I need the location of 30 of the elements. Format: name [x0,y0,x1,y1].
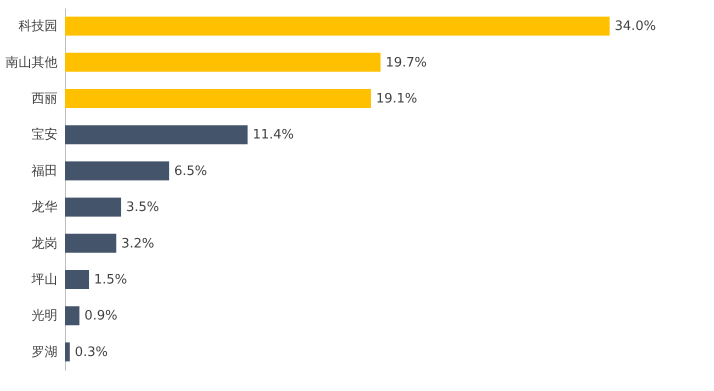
data-label: 34.0% [614,19,656,34]
bar [65,270,90,289]
data-label: 1.5% [94,272,128,288]
bar [65,89,371,108]
data-label: 0.3% [74,344,108,360]
bar [65,342,70,362]
bar [65,161,170,180]
bar [65,16,610,36]
y-tick-label: 龙华 [32,200,58,216]
y-tick-label: 坪山 [30,272,58,288]
bar [65,198,122,217]
data-label: 6.5% [174,164,208,179]
y-tick-label: 宝安 [32,126,58,143]
bar [65,306,80,326]
data-label: 0.9% [84,308,118,324]
data-label: 19.1% [376,92,418,106]
data-label: 11.4% [252,128,294,143]
data-label: 3.5% [126,200,160,216]
y-tick-label: 西丽 [32,92,58,106]
data-label: 19.7% [386,55,427,70]
bar [65,125,248,144]
y-tick-label: 福田 [32,164,58,179]
y-tick-label: 科技园 [18,19,58,34]
bar [65,52,381,72]
bar [65,234,116,253]
data-label: 3.2% [121,236,154,252]
y-tick-label: 罗湖 [32,344,58,360]
y-tick-label: 南山其他 [6,55,58,70]
y-tick-label: 光明 [32,308,58,324]
y-tick-label: 龙岗 [32,236,58,252]
